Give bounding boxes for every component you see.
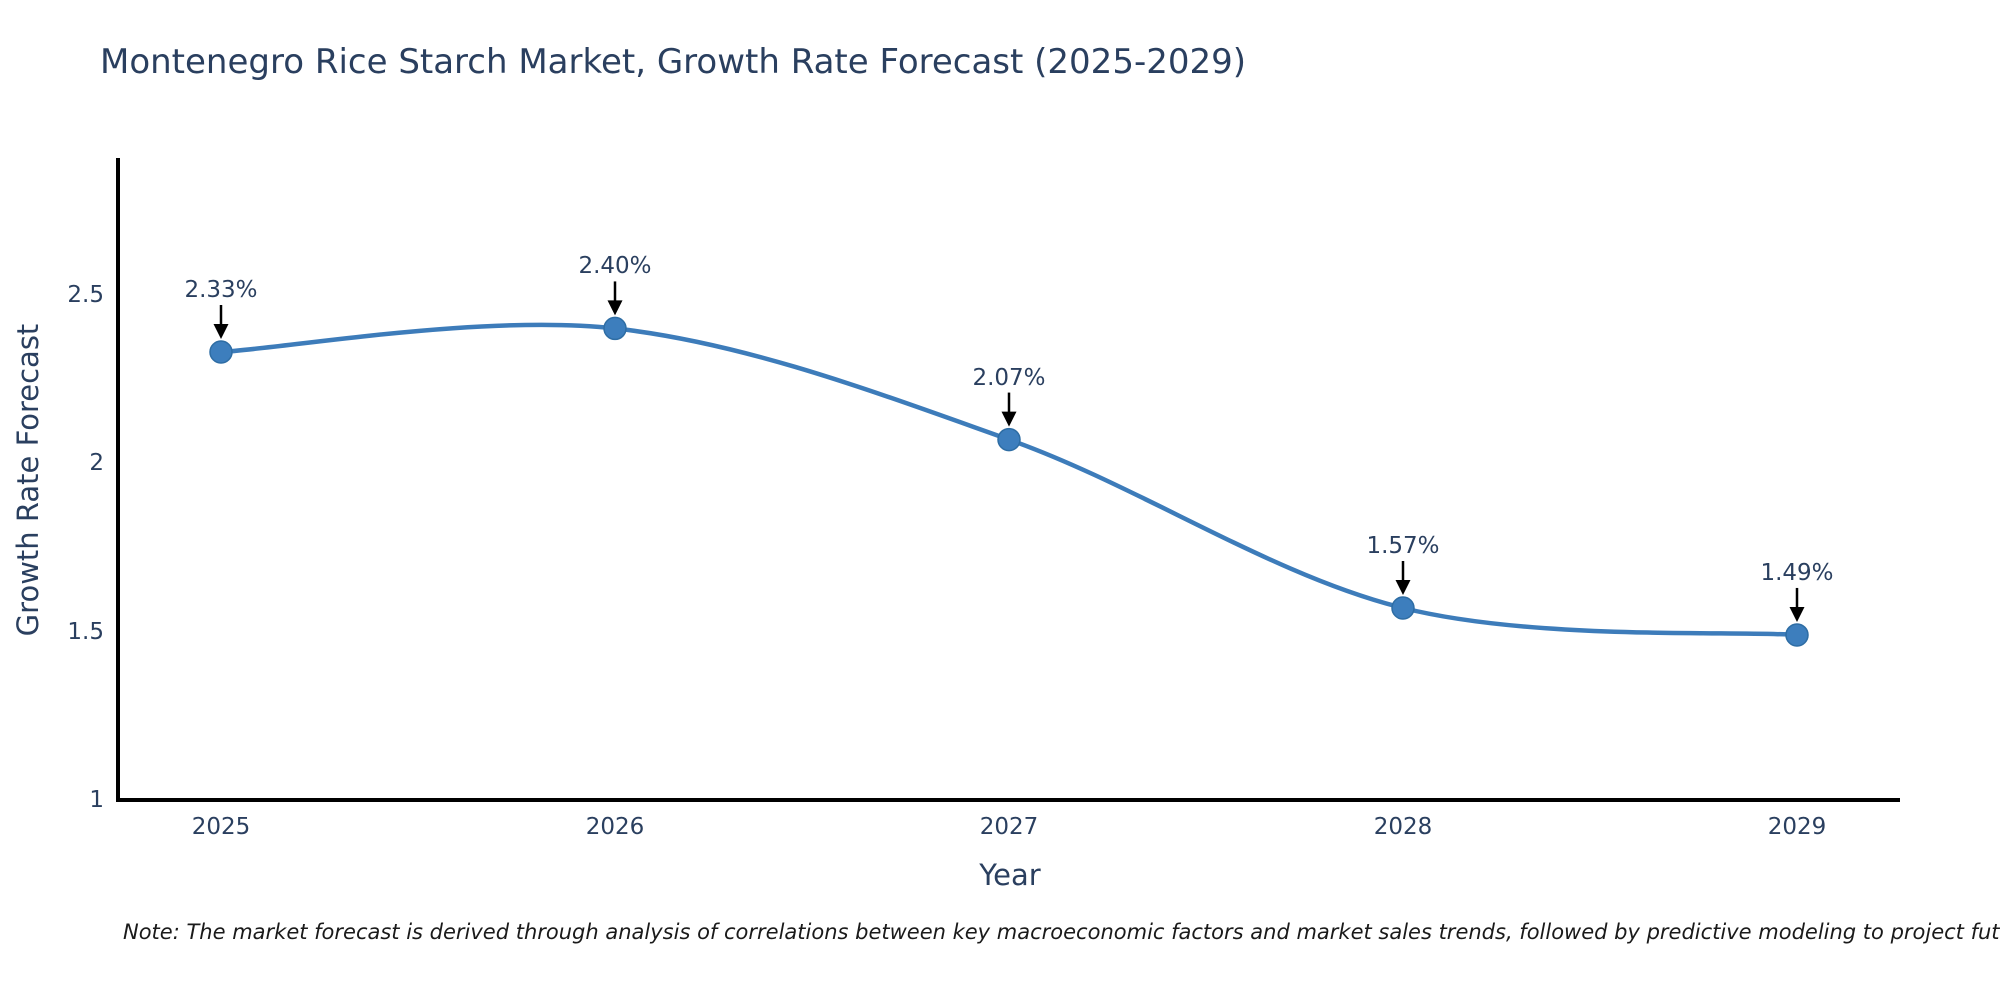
x-tick-label: 2027: [979, 814, 1039, 840]
footnote: Note: The market forecast is derived thr…: [123, 920, 2000, 944]
annotation-arrowhead-icon: [213, 324, 229, 339]
y-tick-label: 1.5: [67, 618, 104, 645]
y-tick-label: 1: [89, 787, 104, 813]
point-annotation: 1.49%: [1760, 559, 1834, 586]
x-tick-label: 2025: [191, 814, 251, 840]
y-tick-label: 2: [89, 450, 104, 477]
point-annotation: 2.40%: [578, 253, 652, 280]
data-point-marker: [1391, 596, 1415, 620]
data-point-marker: [997, 427, 1021, 452]
point-annotation: 2.33%: [184, 277, 258, 303]
point-annotation: 2.07%: [972, 364, 1046, 391]
data-point-marker: [1785, 623, 1809, 647]
data-point-marker: [209, 340, 233, 364]
annotation-arrowhead-icon: [1789, 606, 1805, 622]
x-tick-label: 2028: [1373, 814, 1433, 840]
x-axis-title: Year: [979, 858, 1041, 892]
x-tick-label: 2029: [1767, 814, 1827, 840]
annotation-arrowhead-icon: [607, 300, 623, 316]
data-point-marker: [603, 316, 627, 341]
annotation-arrowhead-icon: [1001, 411, 1017, 427]
x-tick-label: 2026: [585, 814, 645, 840]
chart-title: Montenegro Rice Starch Market, Growth Ra…: [100, 42, 1247, 82]
y-tick-label: 2.5: [67, 281, 104, 308]
annotation-arrowhead-icon: [1395, 580, 1411, 595]
point-annotation: 1.57%: [1366, 533, 1440, 559]
